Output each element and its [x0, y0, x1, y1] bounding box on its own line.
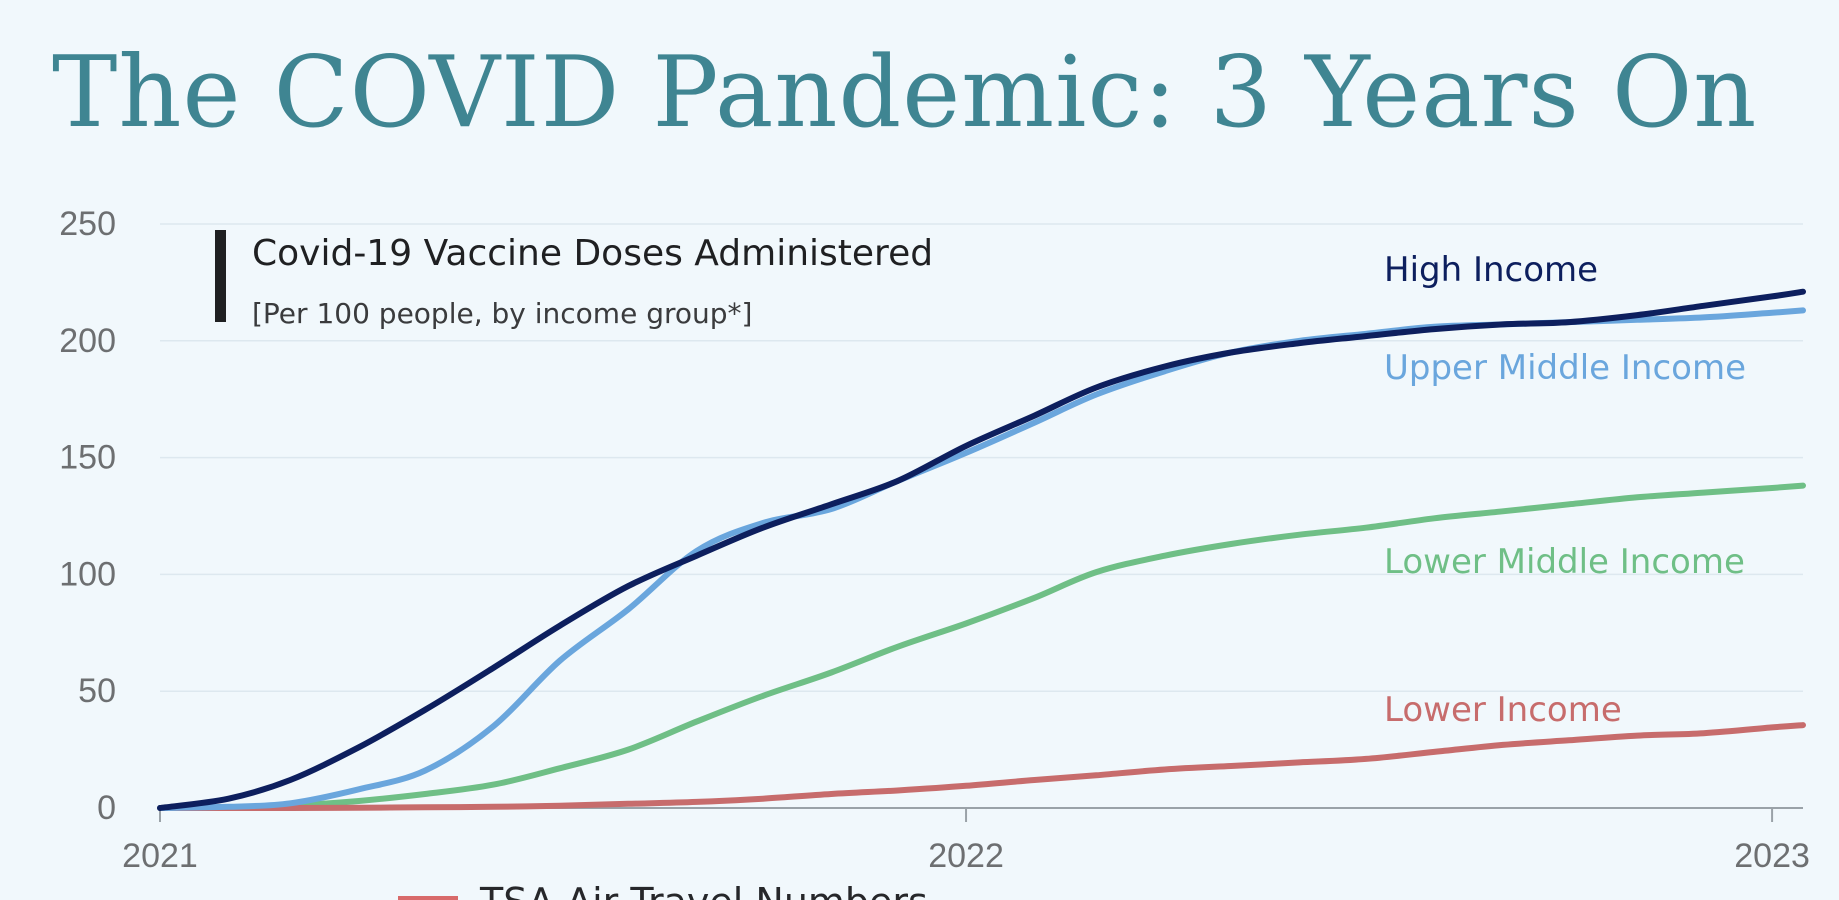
y-tick-label-250: 250: [59, 205, 116, 243]
bottom-section-title: TSA Air Travel Numbers: [480, 880, 928, 900]
bottom-note-legend-line: [398, 896, 458, 900]
vaccine-doses-line-chart: 0 50 100 150 200 250 2021 2022 2023 Covid-19 Va…: [59, 205, 1810, 875]
series-label-lower-income: Lower Income: [1384, 690, 1622, 730]
gridlines: [160, 223, 1803, 692]
series-label-upper-middle-income: Upper Middle Income: [1384, 348, 1746, 388]
y-axis-tick-labels: 0 50 100 150 200 250: [59, 205, 116, 827]
y-tick-label-50: 50: [78, 672, 116, 710]
series-labels: High Income Upper Middle Income Lower Mi…: [1384, 250, 1746, 730]
y-tick-label-200: 200: [59, 322, 116, 360]
series-label-high-income: High Income: [1384, 250, 1598, 290]
series-line-high-income: [157, 288, 1806, 811]
y-tick-label-100: 100: [59, 555, 116, 593]
y-tick-label-0: 0: [97, 789, 116, 827]
x-tick-label-2021: 2021: [122, 837, 198, 875]
series-lines: [157, 288, 1806, 811]
chart-subtitle: [Per 100 people, by income group*]: [252, 297, 752, 330]
x-axis-tick-labels: 2021 2022 2023: [122, 837, 1810, 875]
chart-title-accent-bar: [215, 230, 226, 322]
series-label-lower-middle-income: Lower Middle Income: [1384, 542, 1745, 582]
x-tick-label-2022: 2022: [928, 837, 1004, 875]
series-line-lower-middle-income: [157, 482, 1806, 811]
chart-title-block: Covid-19 Vaccine Doses Administered [Per…: [215, 230, 933, 330]
chart-title: Covid-19 Vaccine Doses Administered: [252, 233, 933, 274]
page-title: The COVID Pandemic: 3 Years On: [52, 36, 1758, 150]
series-line-lower-income: [157, 722, 1806, 811]
y-tick-label-150: 150: [59, 439, 116, 477]
x-tick-label-2023: 2023: [1734, 837, 1810, 875]
